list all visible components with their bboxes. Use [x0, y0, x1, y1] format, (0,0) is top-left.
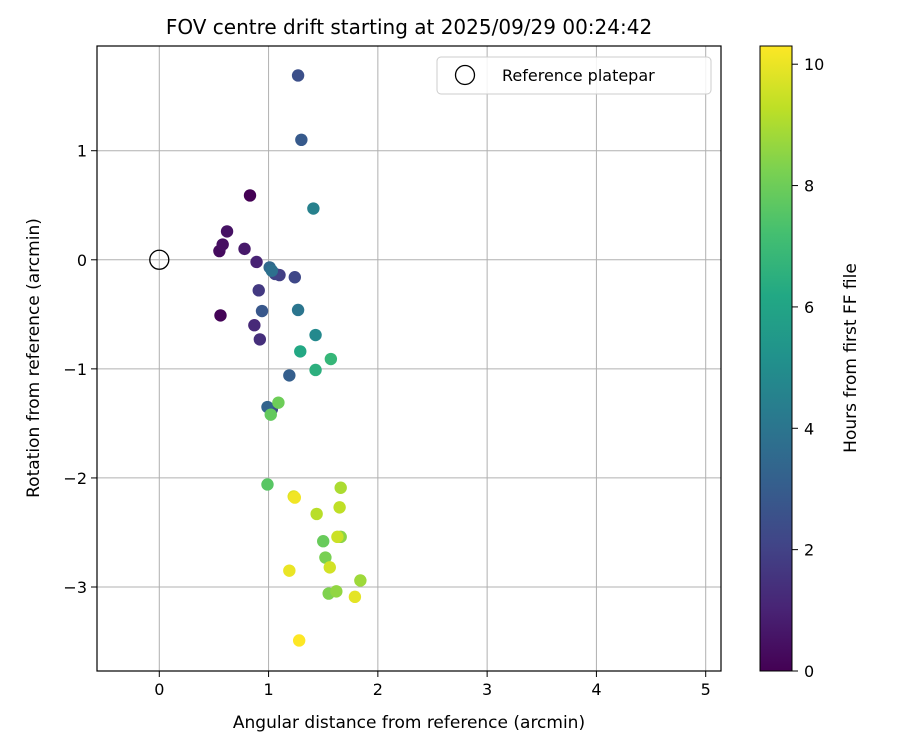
y-tick-label: 1 — [77, 142, 87, 161]
y-axis-label: Rotation from reference (arcmin) — [24, 218, 44, 498]
scatter-point — [333, 501, 346, 514]
scatter-point — [324, 352, 338, 366]
scatter-point — [248, 319, 261, 332]
colorbar-ticks: 0 2 4 6 8 10 — [792, 55, 824, 681]
scatter-point — [283, 369, 296, 382]
scatter-point — [330, 585, 343, 598]
y-axis-ticks: 1 0 −1 −2 −3 — [63, 142, 97, 597]
legend: Reference platepar — [436, 56, 712, 95]
y-tick-label: −2 — [63, 469, 87, 488]
colorbar-tick-label: 4 — [804, 419, 814, 438]
scatter-point — [283, 564, 296, 577]
grid-lines — [97, 46, 721, 671]
legend-box — [436, 56, 712, 95]
scatter-point — [309, 328, 322, 342]
scatter-point — [264, 408, 277, 421]
colorbar — [759, 45, 793, 672]
scatter-point — [291, 303, 305, 317]
colorbar-tick-label: 0 — [804, 662, 814, 681]
scatter-point — [348, 590, 362, 604]
scatter-point — [292, 634, 306, 647]
scatter-point — [216, 238, 229, 251]
scatter-point — [243, 189, 257, 202]
colorbar-tick-label: 6 — [804, 298, 814, 317]
scatter-point — [220, 225, 234, 238]
scatter-point — [309, 363, 322, 377]
x-tick-label: 3 — [482, 680, 492, 699]
scatter-point — [334, 481, 347, 494]
x-tick-label: 5 — [701, 680, 711, 699]
scatter-point — [253, 333, 267, 346]
plot-frame — [96, 45, 722, 672]
scatter-point — [238, 242, 251, 256]
y-tick-label: −1 — [63, 360, 87, 379]
scatter-point — [250, 255, 263, 269]
x-axis-label: Angular distance from reference (arcmin) — [233, 713, 585, 733]
scatter-point — [331, 530, 344, 544]
reference-platepar-marker — [149, 249, 170, 270]
reference-marker-group — [149, 249, 170, 270]
scatter-point — [354, 574, 367, 587]
colorbar-tick-label: 2 — [804, 541, 814, 560]
x-tick-label: 2 — [373, 680, 383, 699]
scatter-point — [323, 561, 336, 574]
x-tick-label: 4 — [591, 680, 601, 699]
x-axis-ticks: 0 1 2 3 4 5 — [154, 671, 711, 699]
colorbar-tick-label: 10 — [804, 55, 824, 74]
x-tick-label: 0 — [154, 680, 164, 699]
x-tick-label: 1 — [263, 680, 273, 699]
scatter-point — [310, 507, 323, 521]
scatter-point — [288, 271, 302, 284]
legend-marker-icon — [454, 64, 476, 86]
scatter-point — [261, 478, 274, 491]
scatter-point — [294, 345, 307, 358]
scatter-point — [317, 535, 330, 548]
y-tick-label: 0 — [77, 251, 87, 270]
chart-title: FOV centre drift starting at 2025/09/29 … — [166, 15, 652, 39]
scatter-point — [295, 133, 308, 147]
colorbar-label: Hours from first FF file — [841, 263, 861, 453]
scatter-point — [255, 304, 269, 318]
data-points — [213, 69, 367, 647]
scatter-point — [288, 491, 302, 504]
scatter-point — [272, 396, 285, 409]
scatter-point — [319, 551, 332, 564]
scatter-point — [252, 284, 265, 297]
scatter-point — [291, 69, 305, 82]
legend-label: Reference platepar — [502, 66, 655, 85]
scatter-point — [214, 309, 227, 322]
y-tick-label: −3 — [63, 578, 87, 597]
scatter-point — [265, 264, 279, 277]
scatter-point — [307, 202, 320, 215]
colorbar-tick-label: 8 — [804, 177, 814, 196]
